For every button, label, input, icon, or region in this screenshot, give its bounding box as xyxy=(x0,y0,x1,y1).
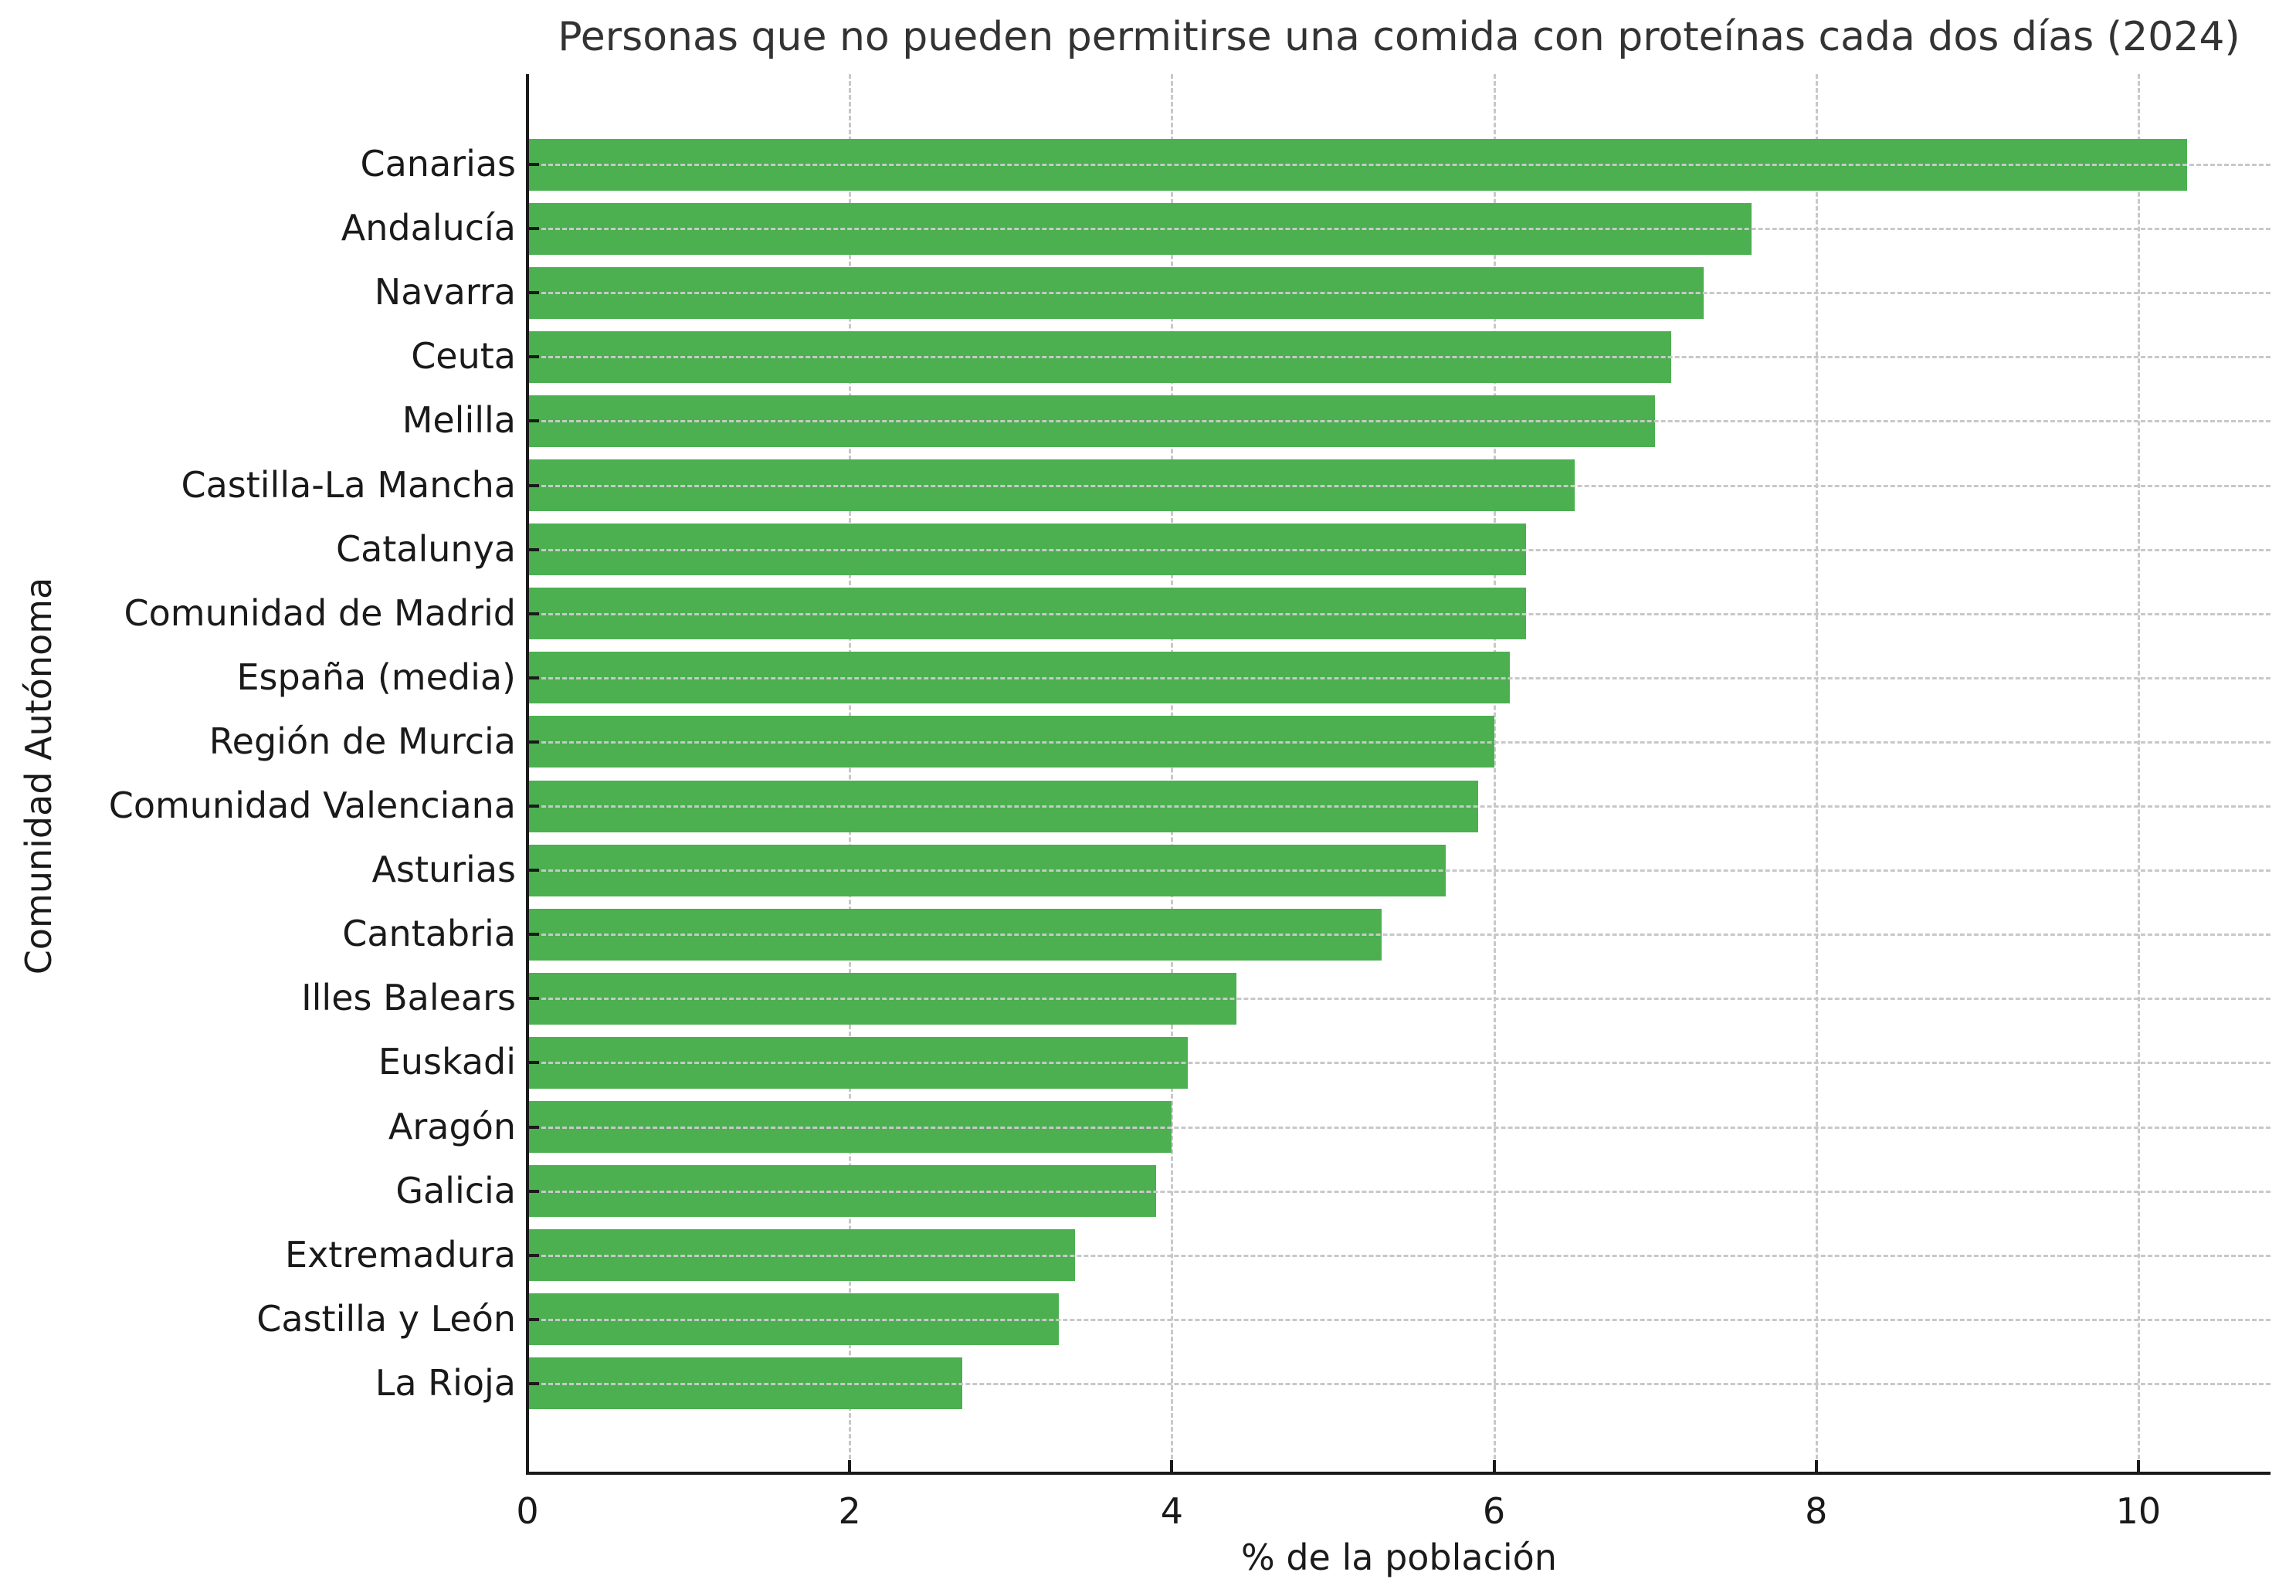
y-tick-mark xyxy=(527,355,539,359)
x-tick-label: 0 xyxy=(516,1490,539,1532)
y-tick-mark xyxy=(527,805,539,808)
chart-title: Personas que no pueden permitirse una co… xyxy=(558,14,2240,60)
y-tick-label: Catalunya xyxy=(335,527,516,570)
y-tick-label: Asturias xyxy=(371,849,516,891)
y-tick-label: Comunidad de Madrid xyxy=(124,591,516,634)
y-tick-mark xyxy=(527,1381,539,1385)
y-tick-mark xyxy=(527,1125,539,1129)
plot-area xyxy=(526,74,2271,1475)
y-gridline xyxy=(527,1126,2271,1129)
y-tick-label: Canarias xyxy=(360,143,517,185)
y-gridline xyxy=(527,292,2271,295)
y-tick-label: Región de Murcia xyxy=(209,720,516,762)
y-tick-mark xyxy=(527,1317,539,1321)
y-gridline xyxy=(527,612,2271,615)
y-tick-label: Illes Balears xyxy=(301,977,516,1019)
y-gridline xyxy=(527,484,2271,487)
y-gridline xyxy=(527,740,2271,744)
y-tick-mark xyxy=(527,1189,539,1193)
x-tick-label: 8 xyxy=(1805,1490,1828,1532)
x-axis-line xyxy=(526,1472,2271,1475)
y-gridline xyxy=(527,1062,2271,1065)
y-tick-mark xyxy=(527,1061,539,1065)
x-tick-label: 4 xyxy=(1160,1490,1184,1532)
y-gridline xyxy=(527,356,2271,359)
y-tick-mark xyxy=(527,676,539,679)
x-gridline xyxy=(849,74,852,1473)
y-tick-label: Euskadi xyxy=(378,1041,516,1083)
y-tick-mark xyxy=(527,612,539,615)
x-tick-label: 6 xyxy=(1482,1490,1506,1532)
y-tick-mark xyxy=(527,483,539,487)
x-tick-mark xyxy=(2136,1460,2140,1472)
y-tick-label: Castilla y León xyxy=(256,1297,516,1340)
y-tick-label: Aragón xyxy=(388,1105,516,1147)
y-tick-mark xyxy=(527,547,539,551)
x-gridline xyxy=(1815,74,1818,1473)
y-tick-mark xyxy=(527,291,539,295)
y-tick-label: Navarra xyxy=(374,271,516,313)
y-tick-label: Ceuta xyxy=(411,335,516,378)
y-gridline xyxy=(527,164,2271,166)
x-axis-label: % de la población xyxy=(1241,1537,1557,1578)
x-tick-label: 10 xyxy=(2115,1490,2162,1532)
x-tick-mark xyxy=(1814,1460,1818,1472)
y-gridline xyxy=(527,934,2271,937)
y-tick-mark xyxy=(527,1253,539,1257)
y-tick-label: La Rioja xyxy=(375,1361,516,1404)
y-gridline xyxy=(527,676,2271,679)
x-tick-mark xyxy=(1170,1460,1174,1472)
y-gridline xyxy=(527,228,2271,231)
y-tick-label: Extremadura xyxy=(285,1233,516,1276)
y-tick-mark xyxy=(527,933,539,937)
y-tick-mark xyxy=(527,163,539,166)
y-axis-line xyxy=(526,74,529,1475)
y-gridline xyxy=(527,420,2271,423)
x-gridline xyxy=(1493,74,1496,1473)
x-gridline xyxy=(2137,74,2140,1473)
y-tick-label: Galicia xyxy=(395,1169,516,1211)
y-tick-mark xyxy=(527,869,539,873)
y-tick-label: España (media) xyxy=(236,656,516,698)
y-gridline xyxy=(527,1254,2271,1257)
y-gridline xyxy=(527,869,2271,873)
y-gridline xyxy=(527,548,2271,551)
y-tick-label: Melilla xyxy=(402,399,516,442)
x-tick-mark xyxy=(848,1460,852,1472)
y-tick-label: Cantabria xyxy=(342,913,516,955)
y-gridline xyxy=(527,1190,2271,1193)
y-gridline xyxy=(527,805,2271,808)
y-gridline xyxy=(527,998,2271,1001)
y-gridline xyxy=(527,1318,2271,1321)
y-axis-label: Comunidad Autónoma xyxy=(18,577,59,975)
y-tick-mark xyxy=(527,227,539,231)
y-gridline xyxy=(527,1382,2271,1385)
y-tick-mark xyxy=(527,419,539,423)
x-tick-label: 2 xyxy=(838,1490,861,1532)
y-tick-label: Comunidad Valenciana xyxy=(108,784,516,826)
y-tick-label: Andalucía xyxy=(341,207,516,249)
y-tick-mark xyxy=(527,997,539,1001)
y-tick-mark xyxy=(527,740,539,744)
x-tick-mark xyxy=(1492,1460,1496,1472)
x-gridline xyxy=(1171,74,1174,1473)
y-tick-label: Castilla-La Mancha xyxy=(181,463,516,506)
